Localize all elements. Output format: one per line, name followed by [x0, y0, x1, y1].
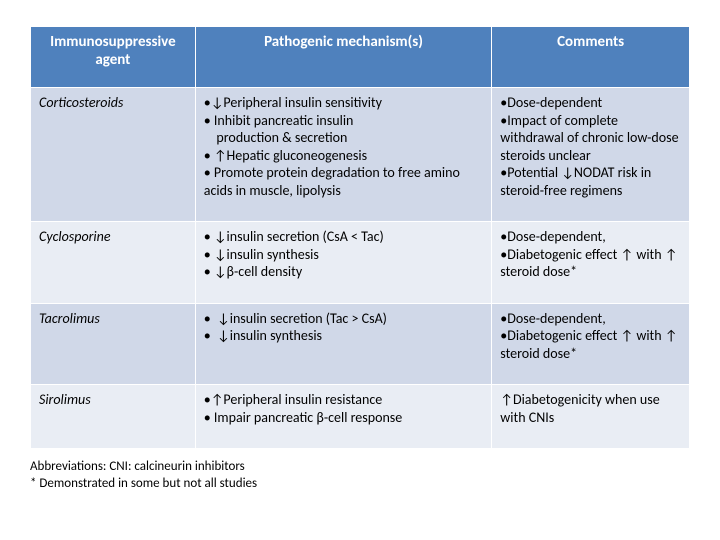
cell-agent: Tacrolimus	[31, 303, 196, 385]
footnote-abbrev: Abbreviations: CNI: calcineurin inhibito…	[30, 459, 690, 476]
table-row: Corticosteroids •↓Peripheral insulin sen…	[31, 88, 690, 222]
cell-comments: •Dose-dependent •Impact of complete with…	[492, 88, 690, 222]
table-row: Tacrolimus • ↓insulin secretion (Tac > C…	[31, 303, 690, 385]
footnote-asterisk: * Demonstrated in some but not all studi…	[30, 476, 690, 493]
table-header-row: Immunosuppressive agent Pathogenic mecha…	[31, 27, 690, 88]
cell-agent: Cyclosporine	[31, 222, 196, 304]
table-row: Cyclosporine • ↓insulin secretion (CsA <…	[31, 222, 690, 304]
cell-comments: •Dose-dependent, •Diabetogenic effect ↑ …	[492, 303, 690, 385]
cell-mechanism: •↑Peripheral insulin resistance • Impair…	[195, 385, 492, 449]
cell-mechanism: • ↓insulin secretion (CsA < Tac) • ↓insu…	[195, 222, 492, 304]
header-comments: Comments	[492, 27, 690, 88]
header-mechanism: Pathogenic mechanism(s)	[195, 27, 492, 88]
cell-agent: Corticosteroids	[31, 88, 196, 222]
cell-mechanism: •↓Peripheral insulin sensitivity • Inhib…	[195, 88, 492, 222]
footnotes: Abbreviations: CNI: calcineurin inhibito…	[30, 459, 690, 493]
immunosuppressive-table: Immunosuppressive agent Pathogenic mecha…	[30, 26, 690, 449]
cell-comments: ↑Diabetogenicity when use with CNIs	[492, 385, 690, 449]
table-row: Sirolimus •↑Peripheral insulin resistanc…	[31, 385, 690, 449]
cell-mechanism: • ↓insulin secretion (Tac > CsA) • ↓insu…	[195, 303, 492, 385]
header-agent: Immunosuppressive agent	[31, 27, 196, 88]
cell-comments: •Dose-dependent, •Diabetogenic effect ↑ …	[492, 222, 690, 304]
cell-agent: Sirolimus	[31, 385, 196, 449]
